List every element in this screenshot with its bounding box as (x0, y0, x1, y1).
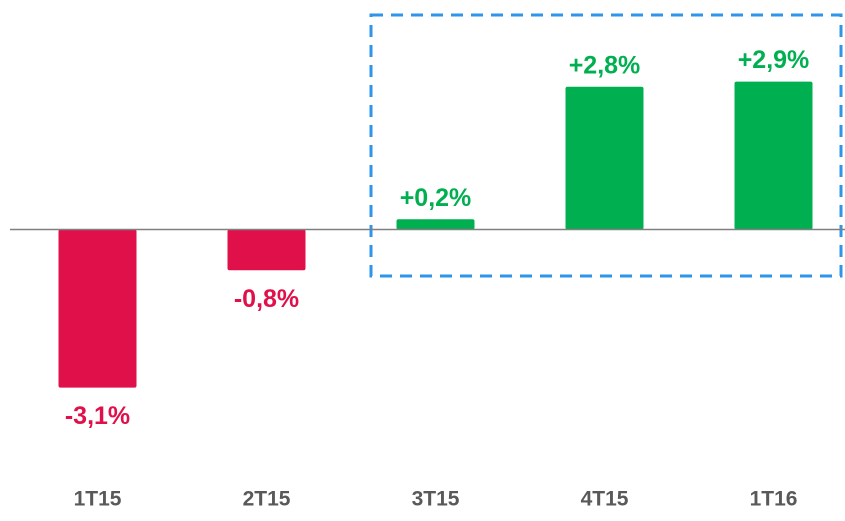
value-label: +2,8% (569, 51, 641, 79)
x-tick-label: 2T15 (243, 488, 291, 511)
bar (565, 86, 644, 230)
bar (58, 229, 137, 388)
value-label: -3,1% (65, 402, 130, 430)
x-tick-label: 4T15 (581, 488, 629, 511)
value-label: -0,8% (234, 285, 299, 313)
value-label: +2,9% (738, 46, 810, 74)
highlight-box (369, 13, 843, 278)
bar (396, 219, 475, 230)
value-label: +0,2% (400, 184, 472, 212)
x-tick-label: 1T16 (750, 488, 798, 511)
x-tick-label: 1T15 (74, 488, 122, 511)
bar (734, 81, 813, 230)
bar (227, 229, 306, 271)
x-tick-label: 3T15 (412, 488, 460, 511)
